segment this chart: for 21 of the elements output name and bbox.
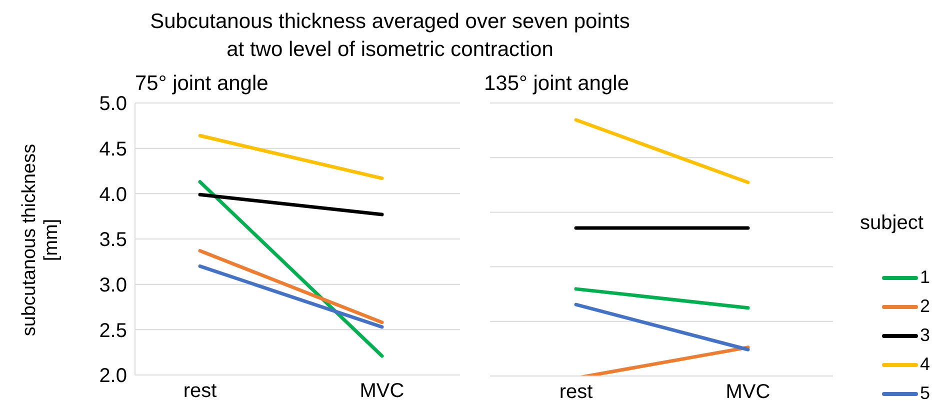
y-tick-label: 2.5 — [99, 320, 127, 342]
y-axis-title: subcutanous thickness [mm] — [19, 142, 63, 338]
legend-label: 1 — [920, 267, 930, 288]
y-tick-label: 2.0 — [99, 365, 127, 388]
legend-label: 4 — [920, 354, 930, 375]
x-tick-label: rest — [559, 381, 594, 404]
y-tick-label: 4.5 — [99, 138, 127, 160]
legend-label: 5 — [920, 383, 930, 404]
x-tick-label: MVC — [726, 381, 770, 404]
x-tick-label: MVC — [360, 380, 404, 402]
y-tick-label: 5.0 — [99, 93, 127, 116]
legend-label: 2 — [920, 296, 930, 317]
y-tick-label: 3.5 — [99, 229, 127, 252]
x-tick-label: rest — [183, 380, 218, 402]
legend-title: subject — [860, 212, 924, 235]
chart-title: 135° joint angle — [484, 72, 630, 96]
y-tick-label: 4.0 — [99, 184, 127, 206]
chart-title: Subcutanous thickness averaged over seven points at two level of isometric contraction — [149, 9, 631, 63]
y-tick-label: 3.0 — [99, 274, 127, 296]
legend-label: 3 — [920, 325, 930, 346]
chart-subtitle: 75° joint angle — [135, 72, 268, 96]
